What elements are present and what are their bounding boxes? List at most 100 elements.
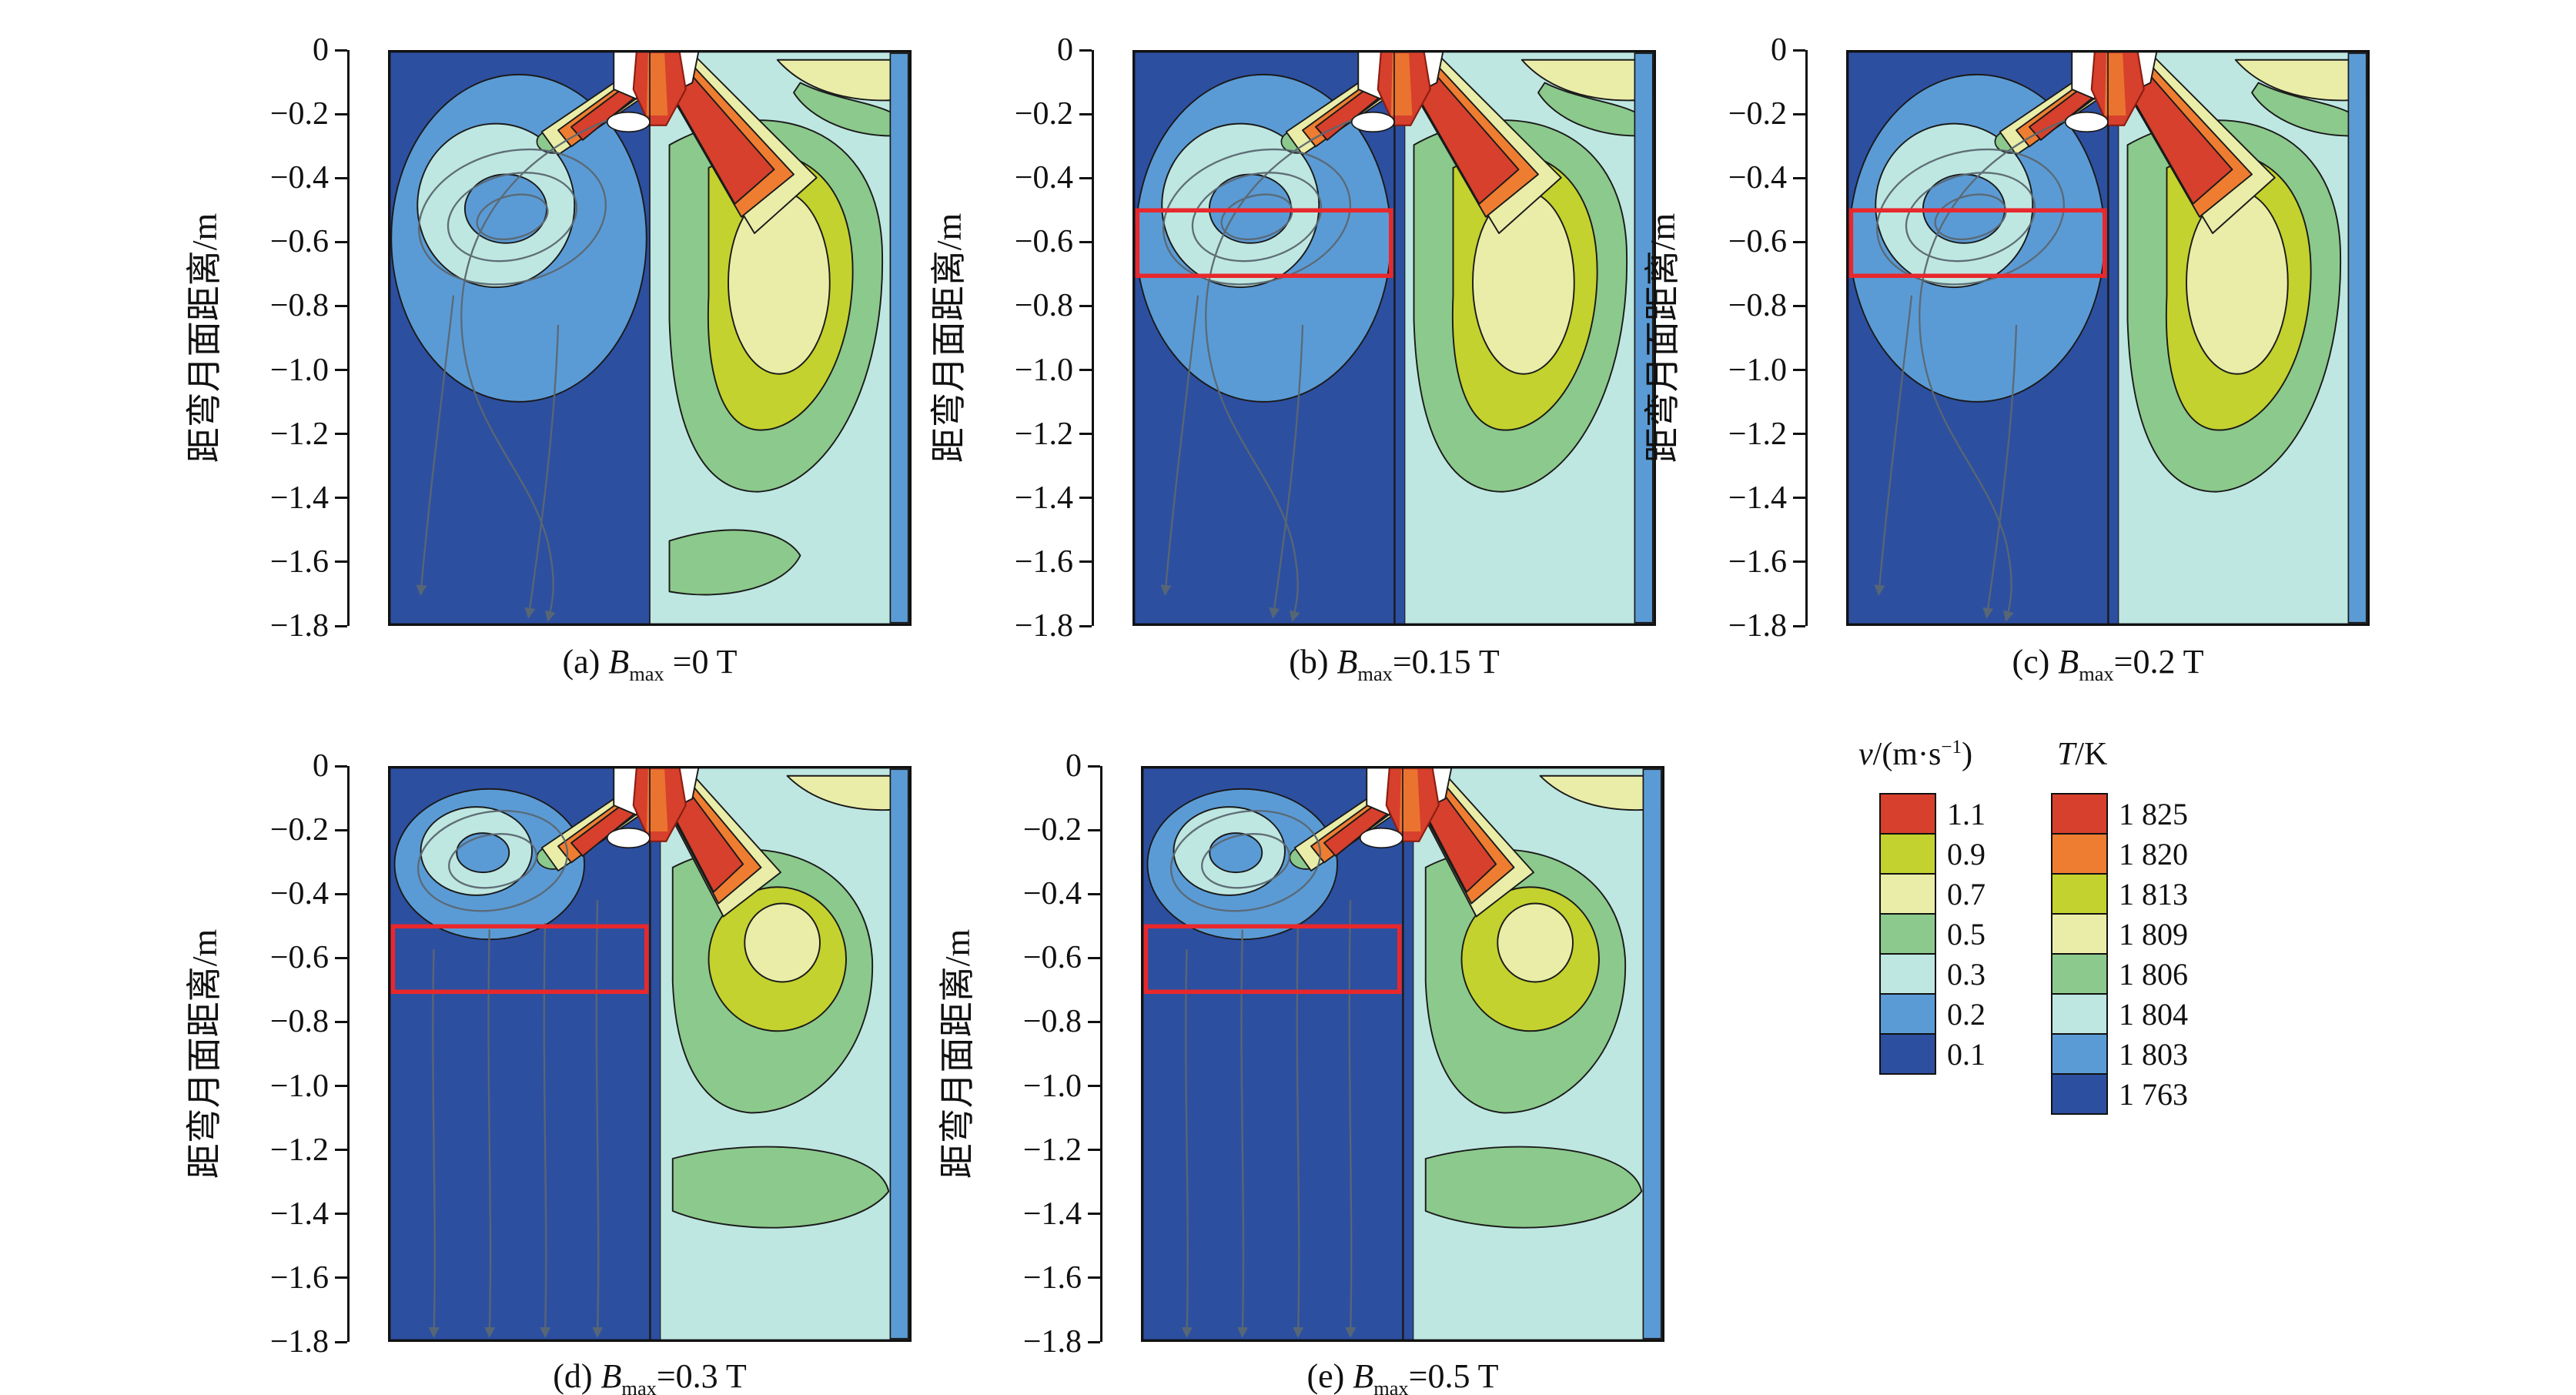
velocity-legend-scale: 1.1 0.9 0.7 0.5 0.3 0.2 0.1	[1879, 793, 1986, 1075]
caption-subscript: max	[2079, 661, 2114, 685]
legend-title-text: /K	[2075, 737, 2108, 772]
caption-subscript: max	[1357, 661, 1393, 685]
panel-c-y-axis-title: 距弯月面距离/m	[1643, 212, 1682, 463]
temperature-legend-title: T/K	[2057, 736, 2107, 773]
panel-c-y-tick	[1793, 624, 1805, 627]
velocity-legend-title: v/(m·s−1)	[1858, 736, 1972, 773]
panel-a-y-tick-label: −1.2	[269, 416, 329, 452]
velocity-legend-entry: 0.5	[1879, 913, 1986, 955]
velocity-legend-entry: 0.1	[1879, 1033, 1986, 1075]
panel-c-y-tick-label: −1.8	[1728, 608, 1787, 644]
panel-e-y-tick	[1088, 1020, 1100, 1023]
legend-title-variable: v	[1858, 737, 1873, 772]
panel-d-y-tick	[335, 1276, 347, 1280]
caption-subscript: max	[629, 661, 664, 685]
temperature-legend-entry: 1 803	[2051, 1033, 2188, 1075]
panel-b-y-tick	[1079, 433, 1092, 436]
panel-d-y-tick-label: −1.4	[269, 1196, 329, 1232]
panel-a-y-axis-title: 距弯月面距离/m	[185, 212, 224, 463]
legend-title-superscript: −1	[1941, 737, 1962, 758]
velocity-legend-value: 0.3	[1947, 956, 1986, 992]
velocity-legend-value: 0.7	[1947, 876, 1986, 912]
panel-e-y-tick	[1088, 1149, 1100, 1152]
caption-variable: B	[601, 1357, 622, 1395]
caption-variable: B	[608, 643, 630, 681]
panel-b-caption: (b) Bmax=0.15 T	[1132, 642, 1656, 686]
panel-b-y-tick-label: −1.2	[1014, 416, 1073, 452]
caption-index: (c)	[2012, 643, 2059, 681]
panel-e-y-tick	[1088, 1085, 1100, 1088]
panel-c-y-tick	[1793, 497, 1805, 500]
panel-e-y-tick	[1088, 956, 1100, 959]
highlight-red-box	[1135, 208, 1393, 279]
panel-c-y-tick	[1793, 560, 1805, 564]
panel-b-y-tick	[1079, 112, 1092, 115]
panel-c-y-tick	[1793, 369, 1805, 372]
panel-e-y-tick-label: −1.8	[1022, 1324, 1082, 1360]
panel-e-y-tick-label: −0.8	[1022, 1004, 1082, 1040]
panel-e-y-tick-label: −1.6	[1022, 1260, 1082, 1296]
panel-a-y-tick	[335, 497, 347, 500]
panel-c-caption: (c) Bmax=0.2 T	[1846, 642, 2370, 686]
highlight-red-box	[1848, 208, 2107, 279]
velocity-legend-value: 0.1	[1947, 1036, 1986, 1072]
panel-e-y-axis-line	[1100, 766, 1102, 1342]
panel-a-contour-plot	[388, 50, 912, 626]
panel-a-y-tick-label: −1.8	[269, 608, 329, 644]
velocity-legend-entry: 0.9	[1879, 833, 1986, 875]
panel-d-y-tick	[335, 828, 347, 831]
panel-e-y-axis-title: 距弯月面距离/m	[938, 928, 977, 1179]
panel-c-y-tick	[1793, 304, 1805, 307]
panel-a-y-tick	[335, 176, 347, 179]
panel-e-y-tick-label: −0.2	[1022, 812, 1082, 848]
caption-value: =0 T	[664, 643, 738, 681]
panel-b-y-tick-label: −0.8	[1014, 288, 1073, 324]
panel-c-contour-svg	[1846, 50, 2370, 626]
temperature-legend-value: 1 763	[2119, 1076, 2188, 1112]
temperature-legend-value: 1 806	[2119, 956, 2188, 992]
panel-a-contour-svg	[388, 50, 912, 626]
panel-e-y-tick	[1088, 1340, 1100, 1343]
panel-b-y-axis-title: 距弯月面距离/m	[929, 212, 969, 463]
temperature-legend-entry: 1 813	[2051, 873, 2188, 915]
panel-e-y-tick-label: −1.4	[1022, 1196, 1082, 1232]
panel-b-y-tick	[1079, 49, 1092, 52]
caption-index: (a)	[562, 643, 609, 681]
temperature-legend-value: 1 813	[2119, 876, 2188, 912]
temperature-legend-value: 1 809	[2119, 916, 2188, 952]
panel-d-y-tick-label: −0.2	[269, 812, 329, 848]
velocity-legend-entry: 0.2	[1879, 993, 1986, 1035]
temperature-legend-swatch	[2051, 993, 2108, 1035]
panel-c-y-tick	[1793, 176, 1805, 179]
temperature-legend-swatch	[2051, 873, 2108, 915]
caption-value: =0.5 T	[1408, 1357, 1499, 1395]
temperature-legend-value: 1 804	[2119, 996, 2188, 1032]
panel-b-y-tick-label: −0.6	[1014, 224, 1073, 260]
panel-d-caption: (d) Bmax=0.3 T	[388, 1357, 912, 1395]
temperature-legend-entry: 1 804	[2051, 993, 2188, 1035]
panel-d-y-tick	[335, 892, 347, 895]
caption-variable: B	[1353, 1357, 1374, 1395]
panel-b-y-tick-label: −1.0	[1014, 352, 1073, 388]
panel-e-y-tick	[1088, 828, 1100, 831]
caption-index: (b)	[1289, 643, 1337, 681]
temperature-legend-entry: 1 825	[2051, 793, 2188, 835]
panel-c-y-tick-label: −0.2	[1728, 96, 1787, 132]
panel-e-y-tick	[1088, 1213, 1100, 1216]
panel-d-y-tick	[335, 1149, 347, 1152]
panel-c-y-tick	[1793, 49, 1805, 52]
panel-d-y-tick-label: −1.2	[269, 1132, 329, 1168]
panel-c-y-axis-line	[1805, 50, 1808, 626]
panel-b-y-tick	[1079, 176, 1092, 179]
panel-e-y-tick	[1088, 764, 1100, 768]
panel-b-y-tick	[1079, 369, 1092, 372]
velocity-legend-entry: 0.3	[1879, 953, 1986, 995]
panel-c-y-tick-label: −0.8	[1728, 288, 1787, 324]
caption-subscript: max	[1373, 1376, 1409, 1395]
panel-d-y-tick-label: −0.6	[269, 940, 329, 976]
panel-d-y-tick	[335, 1213, 347, 1216]
panel-e-y-tick-label: −0.4	[1022, 876, 1082, 912]
panel-c-y-tick-label: −1.6	[1728, 544, 1787, 580]
velocity-legend-swatch	[1879, 1033, 1936, 1075]
temperature-legend-value: 1 825	[2119, 796, 2188, 831]
